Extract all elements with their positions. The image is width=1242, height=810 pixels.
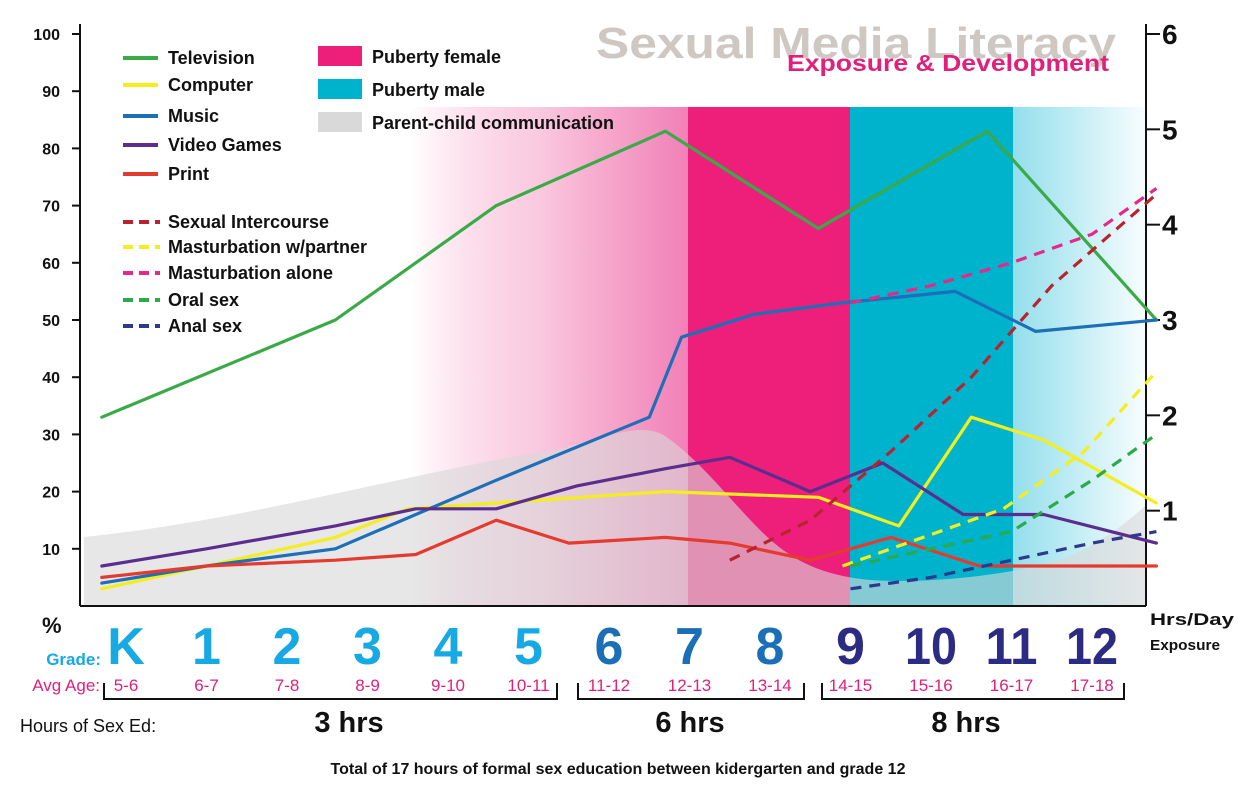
y-right-axis-label: Exposure [1150, 637, 1220, 654]
y-left-tick-label: 10 [42, 542, 60, 559]
legend-label-masturbation-alone: Masturbation alone [168, 263, 333, 283]
age-bracket-elementary [103, 683, 558, 700]
series-television-line [100, 129, 1159, 419]
grade-label-9: 9 [836, 618, 865, 676]
legend-label-sexual-intercourse: Sexual Intercourse [168, 212, 329, 232]
y-right-tick-label: 5 [1162, 114, 1178, 145]
legend-label-computer: Computer [168, 75, 253, 95]
y-left-tick-label: 50 [42, 313, 60, 330]
sex-ed-group-6-hrs: 6 hrs [655, 707, 724, 739]
legend-label-anal-sex: Anal sex [168, 316, 242, 336]
sex-ed-label: Hours of Sex Ed: [20, 716, 156, 736]
y-right-tick-label: 2 [1162, 400, 1178, 431]
chart-title: Sexual Media Literacy [596, 19, 1117, 68]
puberty-male-band [850, 107, 1013, 606]
y-left-tick-label: 90 [42, 84, 60, 101]
series-print-line [100, 518, 1159, 580]
grade-label-3: 3 [353, 618, 382, 676]
y-right-tick-label: 3 [1162, 305, 1178, 336]
y-right-tick-label: 6 [1162, 19, 1178, 50]
age-label: 16-17 [990, 676, 1033, 695]
age-label: 6-7 [194, 676, 219, 695]
chart-subtitle: Exposure & Development [787, 50, 1109, 76]
age-label: 7-8 [275, 676, 300, 695]
grade-label-k: K [107, 618, 145, 676]
legend-label-masturbation-w-partner: Masturbation w/partner [168, 237, 367, 257]
y-right-tick-label: 1 [1162, 496, 1178, 527]
grade-label-4: 4 [434, 618, 463, 676]
y-left-tick-label: 70 [42, 199, 60, 216]
age-bracket-high [821, 683, 1125, 700]
age-bracket-middle [577, 683, 805, 700]
y-left-tick-label: 20 [42, 485, 60, 502]
grade-label-12: 12 [1066, 618, 1118, 676]
series-music-line [100, 289, 1159, 585]
grade-label-2: 2 [273, 618, 302, 676]
age-label: 12-13 [668, 676, 711, 695]
age-label: 8-9 [355, 676, 380, 695]
age-label: 9-10 [431, 676, 465, 695]
legend-swatch-puberty-male [318, 79, 362, 99]
legend-label-music: Music [168, 106, 219, 126]
series-masturbation-w-partner-line [841, 370, 1158, 568]
parent-child-communication-area [84, 430, 1146, 606]
y-left-tick-label: 100 [33, 27, 60, 44]
y-left-tick-label: 60 [42, 256, 60, 273]
grade-label-7: 7 [675, 618, 704, 676]
age-label: 15-16 [909, 676, 952, 695]
age-label: 14-15 [829, 676, 872, 695]
series-sexual-intercourse-line [729, 192, 1158, 562]
grade-label-10: 10 [905, 618, 957, 676]
legend: Television Computer Music Video Games Print S… [123, 46, 614, 336]
age-label: 10-11 [507, 676, 549, 695]
age-label: 17-18 [1070, 676, 1113, 695]
y-left-axis-label: % [42, 613, 62, 638]
series-computer-line [100, 415, 1159, 591]
grade-label-6: 6 [595, 618, 624, 676]
y-right-axis-label: Hrs/Day [1150, 610, 1235, 629]
legend-swatch-puberty-female [318, 46, 362, 66]
series-oral-sex-line [850, 433, 1158, 568]
age-row-label: Avg Age: [32, 676, 100, 695]
grade-row-label: Grade: [46, 650, 101, 669]
legend-label-puberty-female: Puberty female [372, 47, 501, 67]
age-label: 13-14 [748, 676, 791, 695]
legend-label-television: Television [168, 48, 255, 68]
series-anal-sex-line [850, 530, 1157, 591]
y-left-tick-label: 40 [42, 370, 60, 387]
y-right-tick-label: 4 [1162, 210, 1178, 241]
sex-ed-footnote: Total of 17 hours of formal sex educatio… [331, 761, 906, 778]
grade-label-1: 1 [192, 618, 221, 676]
grade-label-5: 5 [514, 618, 543, 676]
grade-label-11: 11 [986, 618, 1038, 676]
sex-ed-group-8-hrs: 8 hrs [931, 707, 1000, 739]
legend-label-video-games: Video Games [168, 135, 282, 155]
series-video-games-line [100, 455, 1159, 568]
age-label: 11-12 [588, 676, 630, 695]
legend-swatch-parent-child-communication [318, 112, 362, 132]
y-left-tick-label: 30 [42, 427, 60, 444]
legend-label-puberty-male: Puberty male [372, 80, 485, 100]
grade-label-8: 8 [756, 618, 785, 676]
legend-label-parent-child-communication: Parent-child communication [372, 113, 614, 133]
legend-label-oral-sex: Oral sex [168, 290, 239, 310]
age-label: 5-6 [114, 676, 139, 695]
sex-ed-group-3-hrs: 3 hrs [314, 707, 383, 739]
legend-label-print: Print [168, 164, 209, 184]
y-left-tick-label: 80 [42, 141, 60, 158]
